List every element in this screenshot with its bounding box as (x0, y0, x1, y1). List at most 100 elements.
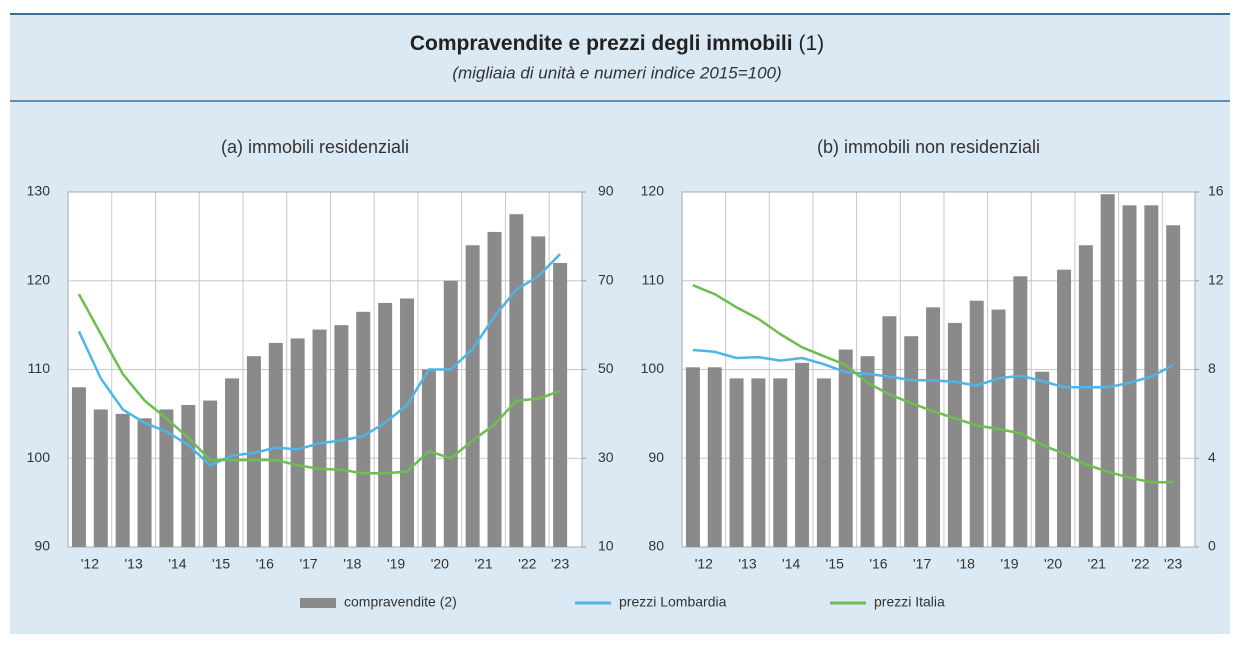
legend-swatch (300, 598, 336, 608)
x-tick-label: '14 (168, 556, 186, 572)
y2-tick-label: 16 (1208, 183, 1224, 199)
bar (71, 387, 86, 547)
bar (1166, 225, 1181, 547)
panel-title: (a) immobili residenziali (221, 137, 409, 157)
bar (203, 400, 218, 547)
x-tick-label: '18 (957, 556, 975, 572)
bar (443, 280, 458, 547)
bar (1057, 269, 1072, 547)
x-tick-label: '18 (343, 556, 361, 572)
x-tick-label: '16 (256, 556, 274, 572)
y2-tick-label: 50 (598, 360, 614, 376)
bar (1122, 205, 1137, 547)
bar (729, 378, 744, 547)
bar (1100, 194, 1115, 547)
x-tick-label: '17 (299, 556, 317, 572)
x-tick-label: '12 (695, 556, 713, 572)
y-tick-label: 120 (641, 183, 665, 199)
line (77, 293, 561, 475)
bar (969, 300, 984, 547)
x-tick-label: '20 (1044, 556, 1062, 572)
x-tick-label: '16 (869, 556, 887, 572)
x-tick-label: '23 (1164, 556, 1182, 572)
y-tick-label: 120 (27, 271, 51, 287)
x-tick-label: '22 (1131, 556, 1149, 572)
bar (465, 245, 480, 547)
x-tick-label: '12 (81, 556, 99, 572)
legend-label: prezzi Lombardia (619, 594, 727, 610)
line (77, 253, 561, 467)
x-tick-label: '17 (913, 556, 931, 572)
bar (246, 356, 261, 547)
bar (290, 338, 305, 547)
title-text: Compravendite e prezzi degli immobili (410, 32, 793, 55)
bar (553, 263, 568, 547)
y-tick-label: 80 (648, 538, 664, 554)
line (692, 348, 1174, 389)
y-tick-label: 100 (27, 449, 51, 465)
bar (159, 409, 174, 547)
y-tick-label: 90 (648, 449, 664, 465)
legend-label: prezzi Italia (874, 594, 945, 610)
bar (904, 336, 919, 547)
bar (947, 322, 962, 547)
y2-tick-label: 12 (1208, 271, 1224, 287)
bar (685, 367, 700, 547)
x-tick-label: '14 (782, 556, 800, 572)
y2-tick-label: 8 (1208, 360, 1216, 376)
y2-tick-label: 4 (1208, 449, 1216, 465)
y2-tick-label: 30 (598, 449, 614, 465)
bar (334, 325, 349, 547)
bar (268, 342, 283, 547)
bar (1078, 245, 1093, 547)
y-tick-label: 130 (27, 183, 51, 199)
bar (773, 378, 788, 547)
bar (93, 409, 108, 547)
header-subtitle: (migliaia di unità e numeri indice 2015=… (452, 63, 781, 82)
y-tick-label: 100 (641, 360, 665, 376)
x-tick-label: '21 (474, 556, 492, 572)
y2-tick-label: 0 (1208, 538, 1216, 554)
bar (137, 418, 152, 547)
bar (816, 378, 831, 547)
bar (312, 329, 327, 547)
bar (509, 214, 524, 547)
x-tick-label: '19 (387, 556, 405, 572)
bar (926, 307, 941, 547)
y2-tick-label: 90 (598, 183, 614, 199)
bar (115, 413, 130, 547)
bar (1013, 276, 1028, 547)
x-tick-label: '20 (431, 556, 449, 572)
y2-tick-label: 10 (598, 538, 614, 554)
x-tick-label: '23 (551, 556, 569, 572)
x-tick-label: '13 (738, 556, 756, 572)
x-tick-label: '13 (124, 556, 142, 572)
y-tick-label: 90 (34, 538, 50, 554)
bar (531, 236, 546, 547)
panel-title: (b) immobili non residenziali (817, 137, 1040, 157)
bar (882, 316, 897, 547)
bar (181, 405, 196, 547)
bar (838, 349, 853, 547)
bar (378, 302, 393, 547)
bar (225, 378, 240, 547)
bar (1035, 371, 1050, 547)
x-tick-label: '19 (1000, 556, 1018, 572)
title-note: (1) (798, 32, 824, 55)
header-title: Compravendite e prezzi degli immobili (1… (410, 32, 824, 55)
bar (751, 378, 766, 547)
x-tick-label: '22 (518, 556, 536, 572)
legend-label: compravendite (2) (344, 594, 457, 610)
line (692, 284, 1174, 484)
bar (400, 298, 415, 547)
bar (860, 356, 875, 547)
bar (421, 369, 436, 547)
bar (356, 311, 371, 547)
x-tick-label: '15 (826, 556, 844, 572)
x-tick-label: '15 (212, 556, 230, 572)
y2-tick-label: 70 (598, 271, 614, 287)
bar (707, 367, 722, 547)
bar (795, 362, 810, 547)
x-tick-label: '21 (1088, 556, 1106, 572)
